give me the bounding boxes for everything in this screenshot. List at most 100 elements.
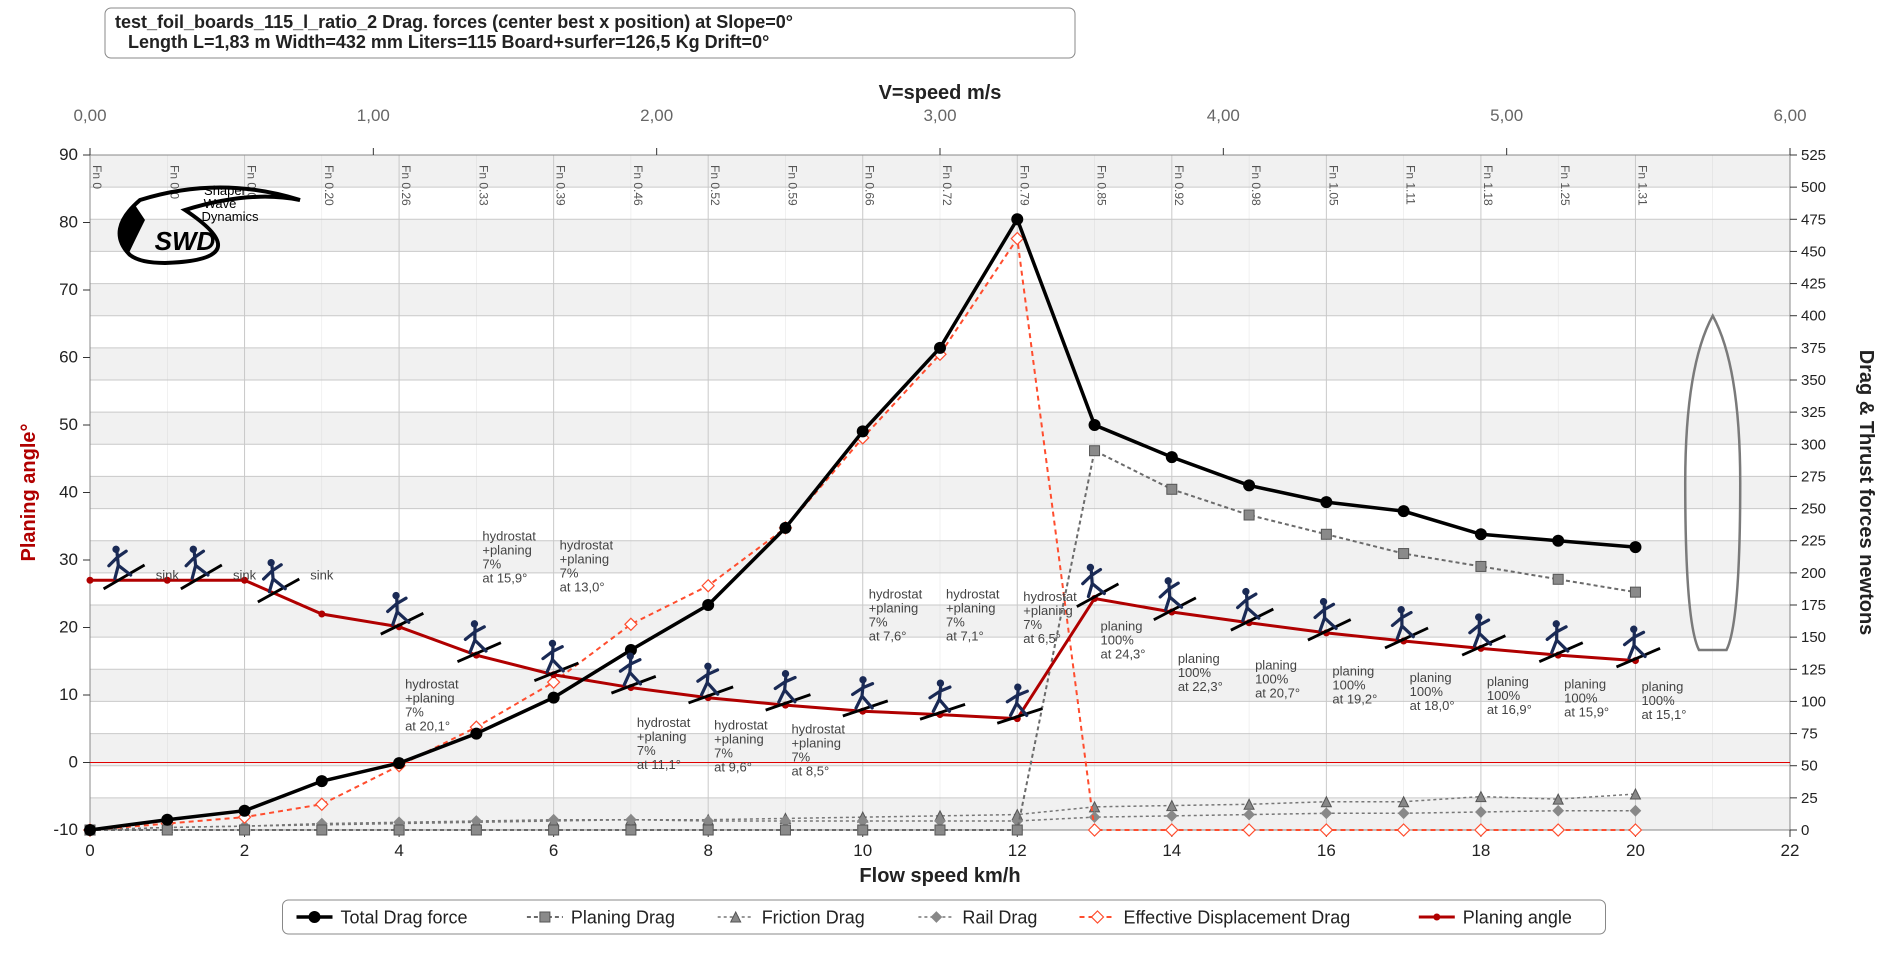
svg-text:at 15,1°: at 15,1° [1641,707,1686,722]
chart-svg: 0246810121416182022Flow speed km/h0,001,… [0,0,1888,962]
svg-text:Fn 0.72: Fn 0.72 [940,165,954,206]
svg-text:6,00: 6,00 [1773,106,1806,125]
svg-text:sink: sink [233,567,257,582]
svg-text:at 11,1°: at 11,1° [637,757,681,772]
svg-text:40: 40 [59,483,78,502]
svg-text:70: 70 [59,280,78,299]
svg-text:7%: 7% [637,743,656,758]
svg-text:475: 475 [1801,211,1826,228]
svg-text:Length L=1,83 m Width=432 mm L: Length L=1,83 m Width=432 mm Liters=115 … [128,32,769,52]
svg-text:275: 275 [1801,468,1826,485]
svg-text:0: 0 [69,753,78,772]
svg-text:Fn 0.26: Fn 0.26 [399,165,413,206]
svg-text:hydrostat: hydrostat [714,718,768,733]
svg-text:10: 10 [59,685,78,704]
svg-text:at 9,6°: at 9,6° [714,760,752,775]
svg-text:+planing: +planing [946,601,996,616]
svg-text:at 20,1°: at 20,1° [405,719,450,734]
svg-text:at 15,9°: at 15,9° [1564,705,1609,720]
svg-text:100: 100 [1801,693,1826,710]
svg-text:Fn 0.66: Fn 0.66 [863,165,877,206]
svg-text:3,00: 3,00 [923,106,956,125]
svg-text:hydrostat: hydrostat [1023,589,1077,604]
svg-text:at 18,0°: at 18,0° [1410,698,1455,713]
svg-text:150: 150 [1801,629,1826,646]
svg-text:18: 18 [1471,841,1490,860]
svg-text:175: 175 [1801,597,1826,614]
svg-text:22: 22 [1781,841,1800,860]
svg-text:Fn 0.92: Fn 0.92 [1172,165,1186,206]
svg-text:200: 200 [1801,565,1826,582]
axis-top-label: V=speed m/s [879,82,1002,104]
svg-text:7%: 7% [1023,617,1042,632]
legend-item-planing_angle: Planing angle [1463,907,1572,927]
svg-text:100%: 100% [1410,684,1444,699]
svg-text:525: 525 [1801,147,1826,164]
svg-text:-10: -10 [53,820,78,839]
svg-text:4,00: 4,00 [1207,106,1240,125]
svg-text:Fn 0.20: Fn 0.20 [322,165,336,206]
svg-text:Fn 1.18: Fn 1.18 [1481,165,1495,206]
svg-text:sink: sink [156,567,180,582]
svg-text:100%: 100% [1487,688,1521,703]
svg-text:hydrostat: hydrostat [560,538,614,553]
svg-text:60: 60 [59,348,78,367]
legend-item-total_drag: Total Drag force [341,907,468,927]
svg-text:50: 50 [59,415,78,434]
svg-text:225: 225 [1801,533,1826,550]
svg-text:+planing: +planing [405,691,455,706]
svg-text:450: 450 [1801,243,1826,260]
svg-text:+planing: +planing [637,729,687,744]
svg-text:hydrostat: hydrostat [869,587,923,602]
svg-text:Fn 0.59: Fn 0.59 [785,165,799,206]
svg-text:Fn 0.52: Fn 0.52 [708,165,722,206]
svg-text:+planing: +planing [482,543,532,558]
svg-text:100%: 100% [1178,665,1212,680]
svg-text:20: 20 [1626,841,1645,860]
svg-text:Fn 0.79: Fn 0.79 [1017,165,1031,206]
svg-text:sink: sink [310,567,334,582]
svg-text:500: 500 [1801,179,1826,196]
svg-text:5,00: 5,00 [1490,106,1523,125]
svg-text:7%: 7% [946,615,965,630]
svg-text:20: 20 [59,618,78,637]
svg-text:250: 250 [1801,501,1826,518]
svg-text:at 20,7°: at 20,7° [1255,685,1300,700]
svg-text:4: 4 [394,841,403,860]
svg-text:350: 350 [1801,372,1826,389]
svg-text:planing: planing [1255,657,1297,672]
svg-text:planing: planing [1410,670,1452,685]
svg-text:at 13,0°: at 13,0° [560,580,605,595]
svg-text:2: 2 [240,841,249,860]
svg-text:Fn 0.46: Fn 0.46 [631,165,645,206]
svg-text:Fn 1.11: Fn 1.11 [1404,165,1418,205]
svg-text:100%: 100% [1564,691,1598,706]
svg-text:7%: 7% [405,705,424,720]
svg-text:Dynamics: Dynamics [201,209,259,224]
svg-text:400: 400 [1801,308,1826,325]
svg-text:hydrostat: hydrostat [791,722,845,737]
svg-text:8: 8 [703,841,712,860]
svg-text:at 24,3°: at 24,3° [1101,647,1146,662]
axis-right: 0255075100125150175200225250275300325350… [1790,147,1826,839]
svg-text:100%: 100% [1641,693,1675,708]
svg-text:6: 6 [549,841,558,860]
svg-text:12: 12 [1008,841,1027,860]
legend: Total Drag forcePlaning DragFriction Dra… [283,900,1606,934]
svg-text:14: 14 [1162,841,1181,860]
svg-text:325: 325 [1801,404,1826,421]
svg-text:hydrostat: hydrostat [946,587,1000,602]
svg-text:Fn 0.98: Fn 0.98 [1249,165,1263,206]
svg-text:at 8,5°: at 8,5° [791,764,829,779]
svg-text:0: 0 [1801,822,1809,839]
svg-text:7%: 7% [560,566,579,581]
svg-text:+planing: +planing [560,552,610,567]
svg-text:Fn 0.33: Fn 0.33 [476,165,490,206]
legend-item-friction_drag: Friction Drag [762,907,865,927]
svg-text:at 6,5°: at 6,5° [1023,631,1061,646]
svg-text:at 19,2°: at 19,2° [1332,692,1377,707]
svg-text:100%: 100% [1255,671,1289,686]
svg-text:0,00: 0,00 [73,106,106,125]
svg-text:425: 425 [1801,276,1826,293]
svg-text:25: 25 [1801,790,1818,807]
